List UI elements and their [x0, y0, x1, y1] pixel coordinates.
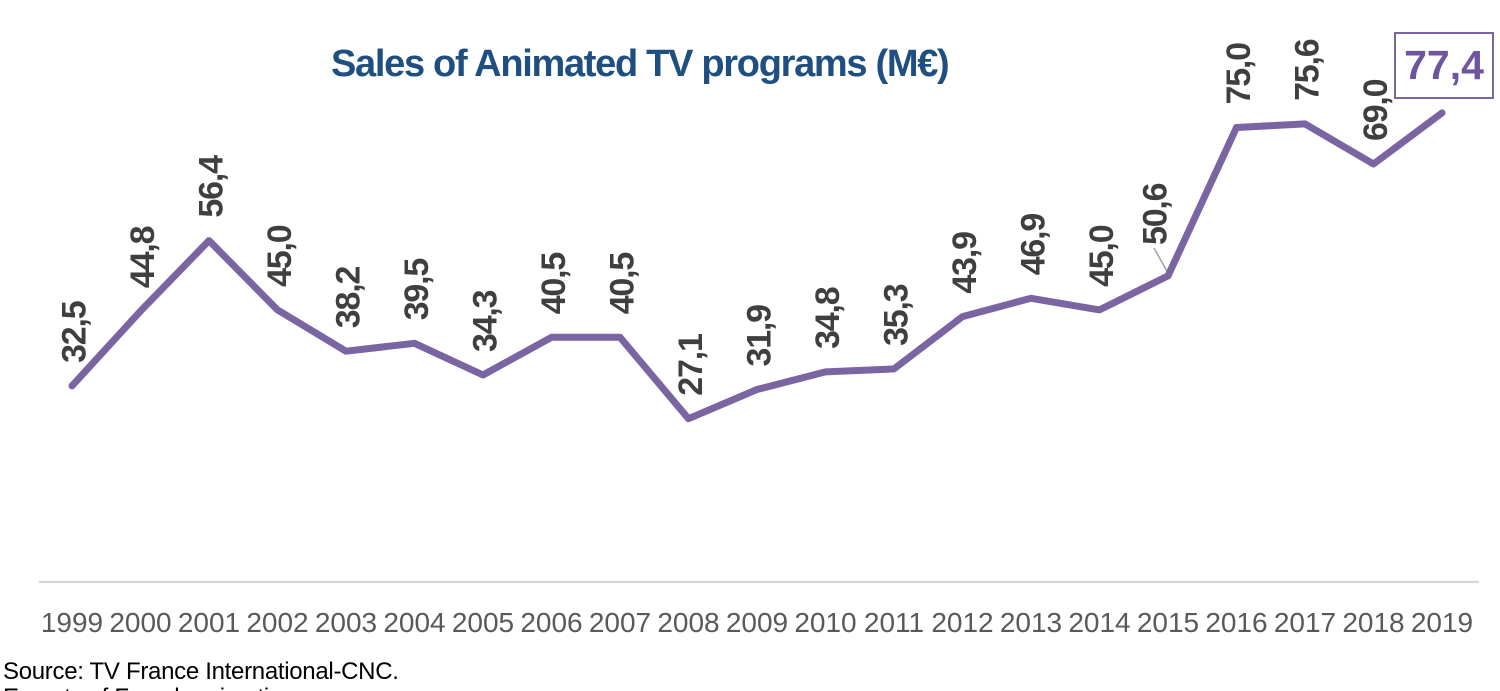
svg-text:35,3: 35,3 [878, 284, 916, 346]
svg-text:44,8: 44,8 [124, 226, 162, 288]
svg-text:34,3: 34,3 [467, 290, 505, 352]
svg-text:43,9: 43,9 [946, 232, 984, 294]
svg-text:34,8: 34,8 [809, 287, 847, 349]
svg-text:45,0: 45,0 [261, 225, 299, 287]
svg-text:69,0: 69,0 [1357, 79, 1395, 141]
svg-text:39,5: 39,5 [398, 259, 436, 321]
svg-text:40,5: 40,5 [604, 253, 642, 315]
svg-text:27,1: 27,1 [672, 334, 710, 396]
svg-text:45,0: 45,0 [1083, 225, 1121, 287]
svg-text:38,2: 38,2 [330, 267, 368, 329]
svg-text:46,9: 46,9 [1015, 214, 1053, 276]
svg-text:75,6: 75,6 [1289, 39, 1327, 101]
svg-text:56,4: 56,4 [193, 155, 231, 218]
svg-text:40,5: 40,5 [535, 253, 573, 315]
svg-text:31,9: 31,9 [741, 305, 779, 367]
svg-text:32,5: 32,5 [56, 301, 94, 363]
svg-text:50,6: 50,6 [1137, 183, 1175, 245]
svg-text:75,0: 75,0 [1220, 43, 1258, 105]
